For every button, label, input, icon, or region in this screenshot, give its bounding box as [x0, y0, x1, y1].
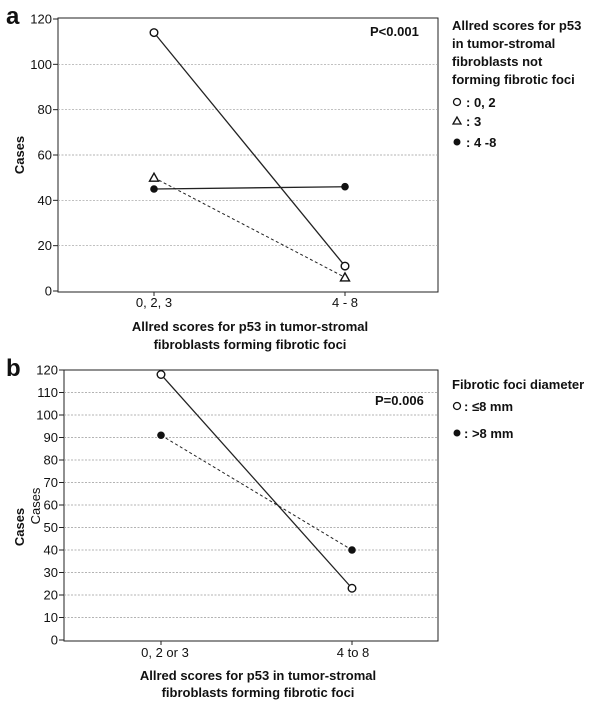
data-point-1-0 [157, 431, 165, 440]
data-point-0-1 [347, 583, 357, 593]
data-point-0-0 [156, 370, 166, 380]
legend-item-b-0: : ≤8 mm [464, 399, 513, 414]
data-point-2-1 [341, 182, 349, 191]
panel-letter-b: b [6, 355, 21, 382]
y-tick-label: 110 [37, 385, 58, 400]
legend-item-b-1: : >8 mm [464, 426, 514, 441]
y-tick-label: 10 [44, 610, 58, 625]
y-tick-label: 80 [44, 453, 58, 468]
x-tick-a-0: 0, 2, 3 [136, 295, 172, 310]
legend-open-circle-icon-b [452, 401, 462, 411]
legend-open-triangle-icon-a [451, 115, 463, 125]
y-ticks-a: 0 20 40 60 80 100 120 [30, 12, 346, 299]
panel-b: b 0 10 20 30 40 50 60 70 80 90 100 110 120 P=0.006 C… [6, 355, 584, 700]
legend-item-a-1: : 3 [466, 114, 481, 129]
legend-title-a-1: Allred scores for p53 [452, 18, 581, 33]
legend-open-circle-icon-a [452, 97, 462, 107]
y-tick-label: 50 [44, 520, 58, 535]
series-line-2 [153, 186, 346, 190]
legend-b: Fibrotic foci diameter : ≤8 mm : >8 mm [452, 377, 584, 441]
y-tick-label: 60 [44, 498, 58, 513]
y-tick-label: 20 [38, 238, 52, 253]
legend-filled-circle-icon-a [453, 138, 461, 146]
p-value-b: P=0.006 [375, 393, 424, 408]
y-tick-label: 0 [45, 284, 52, 299]
legend-item-a-0: : 0, 2 [466, 95, 496, 110]
y-tick-label: 20 [44, 588, 58, 603]
series-line-1 [160, 434, 353, 551]
y-tick-label: 90 [44, 430, 58, 445]
series-lines-b [160, 374, 353, 589]
data-point-1-1 [348, 546, 356, 554]
y-tick-label: 100 [36, 408, 58, 423]
gridlines-a [58, 63, 438, 247]
y-tick-label: 120 [36, 363, 58, 378]
legend-item-a-2: : 4 -8 [466, 135, 496, 150]
series-line-0 [153, 32, 346, 267]
y-tick-label: 0 [51, 633, 58, 648]
y-axis-label-b-upper: Cases [28, 487, 43, 524]
series-markers-b [156, 370, 357, 593]
panel-letter-a: a [6, 3, 20, 30]
gridlines-b [64, 392, 438, 618]
data-point-1-1 [339, 271, 351, 282]
y-tick-label: 80 [38, 102, 52, 117]
data-point-0-0 [149, 28, 159, 38]
series-line-0 [160, 374, 353, 589]
data-point-2-0 [150, 185, 158, 193]
series-lines-a [153, 32, 346, 278]
series-line-1 [153, 177, 346, 278]
p-value-a: P<0.001 [370, 24, 419, 39]
x-axis-label-a-line2: fibroblasts forming fibrotic foci [154, 337, 347, 352]
legend-title-b: Fibrotic foci diameter [452, 377, 584, 392]
y-tick-label: 40 [44, 543, 58, 558]
legend-title-a-4: forming fibrotic foci [452, 72, 575, 87]
x-axis-label-a-line1: Allred scores for p53 in tumor-stromal [132, 319, 368, 334]
plot-frame-b [63, 369, 439, 642]
y-ticks-b: 0 10 20 30 40 50 60 70 80 90 100 110 120 [36, 363, 353, 648]
legend-a: Allred scores for p53 in tumor-stromal f… [451, 18, 581, 150]
y-tick-label: 30 [44, 565, 58, 580]
series-markers-a [148, 28, 351, 282]
y-tick-label: 120 [30, 12, 52, 27]
data-point-1-0 [148, 171, 160, 182]
y-tick-label: 60 [38, 148, 52, 163]
y-tick-label: 70 [44, 475, 58, 490]
x-axis-label-b-line1: Allred scores for p53 in tumor-stromal [140, 668, 376, 683]
y-axis-label-a: Cases [12, 136, 27, 174]
y-tick-label: 100 [30, 57, 52, 72]
y-axis-label-b: Cases [12, 508, 27, 546]
legend-filled-circle-icon-b [453, 429, 461, 437]
legend-title-a-3: fibroblasts not [452, 54, 543, 69]
data-point-0-1 [340, 261, 350, 271]
x-tick-b-0: 0, 2 or 3 [141, 645, 189, 660]
legend-title-a-2: in tumor-stromal [452, 36, 555, 51]
x-axis-label-b-line2: fibroblasts forming fibrotic foci [162, 685, 355, 700]
x-tick-a-1: 4 - 8 [332, 295, 358, 310]
x-tick-b-1: 4 to 8 [337, 645, 370, 660]
y-tick-label: 40 [38, 193, 52, 208]
